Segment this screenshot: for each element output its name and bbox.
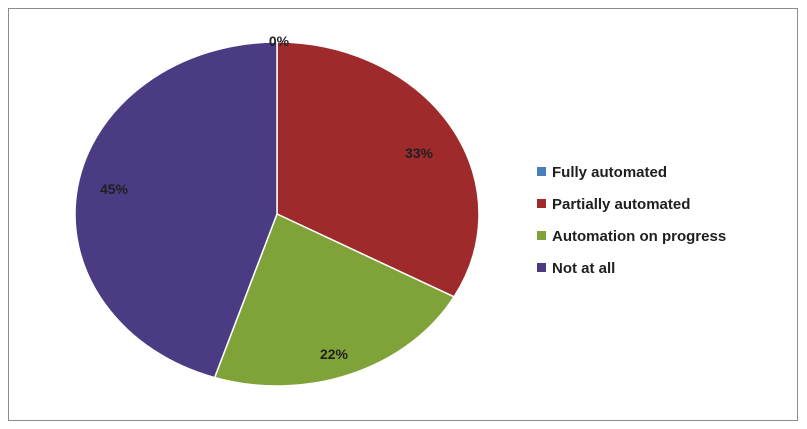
legend-label-automation-on-progress: Automation on progress [552,228,726,245]
pie-chart: 0% 33% 22% 45% Fully automated Partially aut… [74,33,726,387]
legend-label-fully-automated: Fully automated [552,164,667,181]
pie-slice-automation-on-progress [213,212,456,387]
legend-swatch-partially-automated [537,199,546,208]
chart-frame: 0% 33% 22% 45% Fully automated Partially aut… [8,8,798,421]
data-label-automation-on-progress: 22% [320,346,349,362]
data-label-not-at-all: 45% [100,181,129,197]
data-label-fully-automated: 0% [269,33,290,49]
pie-data-labels: 0% 33% 22% 45% [100,33,434,362]
legend-swatch-fully-automated [537,167,546,176]
legend-swatch-not-at-all [537,263,546,272]
legend-label-not-at-all: Not at all [552,260,615,277]
pie-slices [74,41,480,387]
pie-slice-partially-automated [276,41,480,298]
legend-swatch-automation-on-progress [537,231,546,240]
data-label-partially-automated: 33% [405,145,434,161]
legend-label-partially-automated: Partially automated [552,196,690,213]
pie-slice-not-at-all [74,41,278,379]
chart-legend: Fully automated Partially automated Automa… [537,164,726,277]
